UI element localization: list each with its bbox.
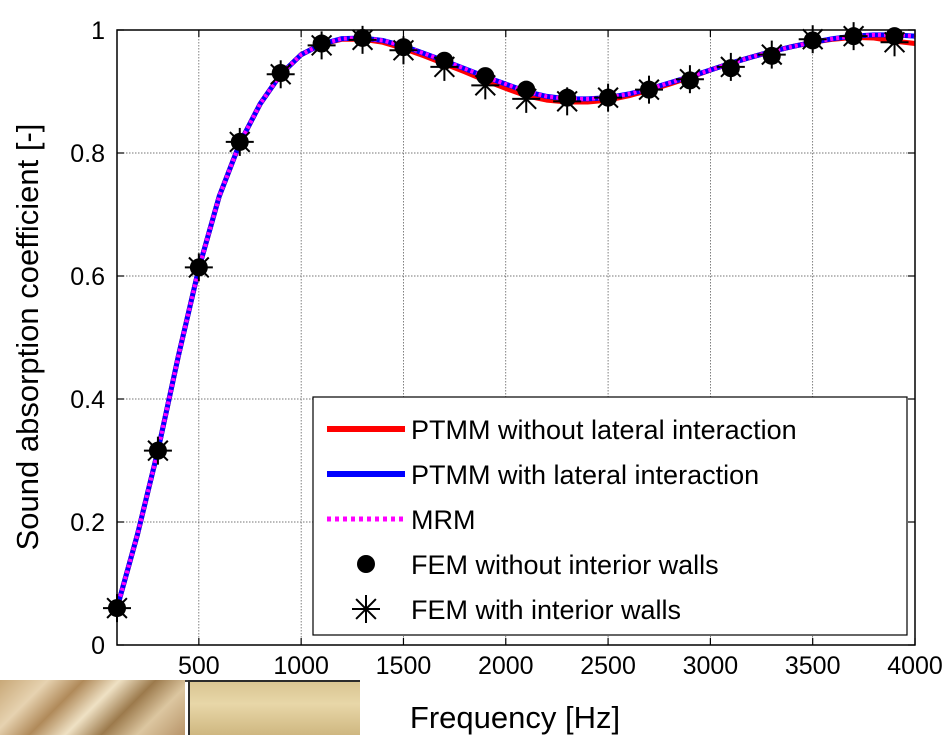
data-point-asterisk xyxy=(839,22,868,51)
asterisk-stroke xyxy=(883,31,906,53)
x-tick-label: 500 xyxy=(178,652,220,680)
asterisk-stroke xyxy=(229,131,251,153)
x-tick-label: 2000 xyxy=(478,652,534,680)
asterisk-stroke xyxy=(147,440,169,462)
axis-ticks: 500 1000 1500 2000 2500 3000 3500 4000 0 0.2 0.4 0.… xyxy=(70,17,942,680)
x-axis-label: Frequency [Hz] xyxy=(410,700,620,735)
asterisk-stroke xyxy=(679,68,701,90)
y-tick-label: 0.8 xyxy=(70,140,105,168)
asterisk-stroke xyxy=(433,56,455,78)
asterisk-stroke xyxy=(351,29,374,51)
asterisk-stroke xyxy=(311,34,333,56)
asterisk-stroke xyxy=(556,90,578,112)
y-tick-label: 0.6 xyxy=(70,263,105,291)
photo-left-panel xyxy=(0,680,185,735)
asterisk-stroke xyxy=(720,56,742,78)
data-point-asterisk xyxy=(512,84,541,113)
series-line-2 xyxy=(115,32,916,609)
data-point-asterisk xyxy=(471,71,500,100)
asterisk-stroke xyxy=(638,79,660,101)
plot-frame xyxy=(116,29,916,646)
legend-label: FEM with interior walls xyxy=(411,595,681,625)
data-point-asterisk xyxy=(880,28,909,57)
series-lines xyxy=(114,32,916,609)
data-point-asterisk xyxy=(389,36,418,65)
legend-label: PTMM with lateral interaction xyxy=(411,460,759,490)
asterisk-stroke xyxy=(474,74,496,96)
legend-label: FEM without interior walls xyxy=(411,550,719,580)
y-tick-label: 0.2 xyxy=(70,509,105,537)
photo-thumbnail xyxy=(0,680,360,735)
data-point-asterisk xyxy=(143,436,172,465)
legend-swatch-circle xyxy=(357,555,375,573)
asterisk-stroke xyxy=(188,256,210,278)
asterisk-stroke xyxy=(515,88,537,110)
x-tick-label: 4000 xyxy=(887,652,942,680)
asterisk-stroke xyxy=(761,43,783,66)
data-point-asterisk xyxy=(635,75,663,104)
x-tick-label: 3000 xyxy=(683,652,739,680)
data-point-asterisk xyxy=(184,253,213,282)
y-axis-label: Sound absorption coefficient [-] xyxy=(10,124,45,551)
legend-label: PTMM without lateral interaction xyxy=(411,415,797,445)
data-point-asterisk xyxy=(430,52,459,81)
data-point-asterisk xyxy=(594,83,623,112)
y-tick-label: 0 xyxy=(91,632,105,660)
data-point-asterisk xyxy=(307,31,336,60)
asterisk-stroke xyxy=(802,28,824,50)
legend-swatch-asterisk xyxy=(352,595,380,623)
data-point-asterisk xyxy=(553,87,582,116)
data-markers xyxy=(103,22,909,623)
legend: PTMM without lateral interaction PTMM wit… xyxy=(312,396,908,636)
legend-label: MRM xyxy=(411,505,475,535)
asterisk-stroke xyxy=(270,63,292,85)
asterisk-stroke xyxy=(597,87,619,109)
asterisk-stroke xyxy=(392,39,415,61)
data-point-asterisk xyxy=(266,60,295,89)
x-tick-label: 2500 xyxy=(580,652,636,680)
x-tick-label: 1500 xyxy=(376,652,432,680)
data-point-asterisk xyxy=(225,127,254,156)
asterisk-stroke xyxy=(355,598,377,620)
data-point-asterisk xyxy=(675,65,704,94)
x-tick-label: 3500 xyxy=(785,652,841,680)
y-tick-label: 1 xyxy=(91,17,105,45)
x-tick-label: 1000 xyxy=(273,652,329,680)
data-point-asterisk xyxy=(757,40,786,69)
data-point-asterisk xyxy=(716,52,745,81)
legend-box xyxy=(312,396,908,636)
y-tick-label: 0.4 xyxy=(70,386,105,414)
photo-right-panel xyxy=(188,680,360,735)
